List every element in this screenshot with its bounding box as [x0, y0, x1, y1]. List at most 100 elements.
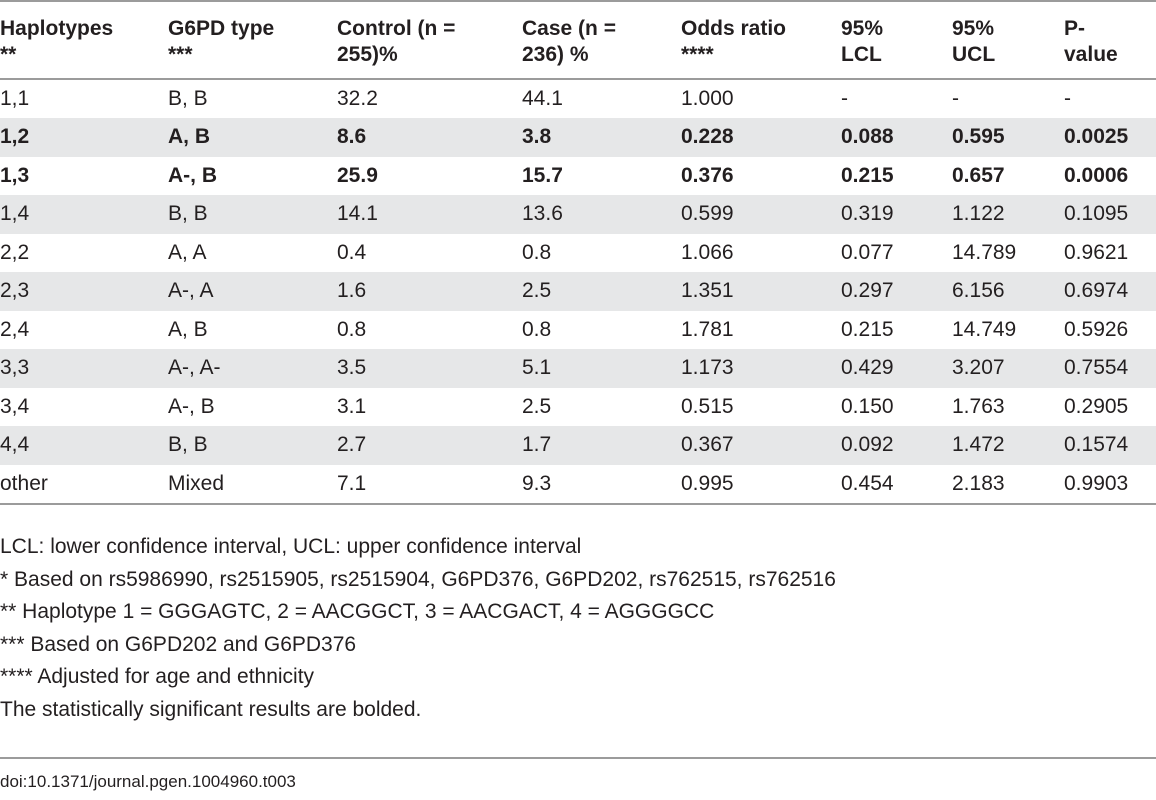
header-line: Odds ratio [681, 17, 787, 40]
cell-case-pct: 1.7 [522, 426, 681, 465]
cell-p-value: 0.2905 [1064, 394, 1129, 418]
header-control: Control (n = 255)% [337, 0, 522, 80]
cell-g6pd-type: A, B [168, 118, 337, 157]
cell-case-pct: 13.6 [522, 195, 681, 234]
table-row: 2,4 A, B 0.8 0.8 1.781 0.215 14.749 0.5926 [0, 311, 1156, 350]
table-row: 4,4 B, B 2.7 1.7 0.367 0.092 1.472 0.1574 [0, 426, 1156, 465]
header-line: value [1064, 43, 1118, 66]
cell-p-value: 0.1574 [1064, 426, 1156, 465]
cell-ucl: 1.763 [952, 394, 1005, 418]
header-line: 95% [952, 17, 995, 40]
cell-odds-ratio: 0.367 [681, 426, 841, 465]
cell-case-pct: 9.3 [522, 464, 681, 505]
cell-odds-ratio: 0.515 [681, 394, 734, 418]
cell-ucl: 0.657 [952, 163, 1005, 187]
cell-lcl: 0.150 [841, 394, 894, 418]
cell-lcl: 0.319 [841, 195, 952, 234]
footnote: **** Adjusted for age and ethnicity [0, 665, 315, 688]
footnote: LCL: lower confidence interval, UCL: upp… [0, 535, 582, 558]
doi-text: doi:10.1371/journal.pgen.1004960.t003 [0, 772, 296, 791]
cell-haplotype: 1,2 [0, 118, 168, 157]
cell-odds-ratio: 1.781 [681, 317, 734, 341]
header-haplotypes: Haplotypes ** [0, 0, 168, 80]
cell-odds-ratio: 0.228 [681, 118, 841, 157]
header-line: Case (n = [522, 17, 616, 40]
cell-g6pd-type: B, B [168, 87, 208, 110]
cell-case-pct: 0.8 [522, 240, 552, 264]
table-row: 2,3 A-, A 1.6 2.5 1.351 0.297 6.156 0.6974 [0, 272, 1156, 311]
footnote: *** Based on G6PD202 and G6PD376 [0, 632, 357, 656]
table-body: 1,1 B, B 32.2 44.1 1.000- - -1,2 A, B 8.6 3.8 0.22… [0, 79, 1156, 505]
cell-haplotype: 1,4 [0, 195, 168, 234]
header-lcl: 95% LCL [841, 0, 952, 80]
header-line: 236) % [522, 43, 589, 66]
cell-lcl: 0.092 [841, 426, 952, 465]
cell-ucl: 14.749 [952, 317, 1017, 341]
cell-p-value: 0.6974 [1064, 272, 1156, 311]
cell-g6pd-type: Mixed [168, 464, 337, 505]
header-line: 95% [841, 17, 884, 40]
cell-control-pct: 0.8 [337, 317, 367, 341]
cell-case-pct: 3.8 [522, 118, 681, 157]
cell-p-value: 0.9903 [1064, 464, 1156, 505]
cell-control-pct: 25.9 [337, 163, 378, 187]
cell-odds-ratio: 1.351 [681, 272, 841, 311]
cell-ucl: 2.183 [952, 464, 1064, 505]
header-p-value: P- value [1064, 0, 1156, 80]
cell-control-pct: 14.1 [337, 195, 522, 234]
table-row: 1,4 B, B 14.1 13.6 0.599 0.319 1.122 0.1095 [0, 195, 1156, 234]
cell-lcl: 0.215 [841, 163, 894, 187]
cell-g6pd-type: A-, A [168, 272, 337, 311]
cell-ucl: 14.789 [952, 240, 1017, 264]
header-line: ** [0, 43, 17, 66]
cell-odds-ratio: 1.066 [681, 240, 734, 264]
table-row: 2,2 A, A 0.4 0.8 1.066 0.077 14.789 0.9621 [0, 234, 1156, 273]
footer-divider [0, 757, 1156, 759]
cell-p-value: 0.0025 [1064, 118, 1156, 157]
header-line: P- [1064, 17, 1085, 40]
table-row: 3,4 A-, B 3.1 2.5 0.515 0.150 1.763 0.2905 [0, 388, 1156, 427]
cell-lcl: 0.454 [841, 464, 952, 505]
cell-p-value: 0.1095 [1064, 195, 1156, 234]
footnote: The statistically significant results ar… [0, 697, 422, 721]
haplotype-odds-table: Haplotypes ** G6PD type *** Control (n =… [0, 0, 1156, 505]
cell-control-pct: 32.2 [337, 87, 378, 110]
cell-haplotype: other [0, 464, 168, 505]
cell-case-pct: 2.5 [522, 272, 681, 311]
header-case: Case (n = 236) % [522, 0, 681, 80]
cell-g6pd-type: B, B [168, 195, 337, 234]
table-row: other Mixed 7.1 9.3 0.995 0.454 2.183 0.9903 [0, 464, 1156, 505]
cell-odds-ratio: 0.995 [681, 464, 841, 505]
table-footnotes: LCL: lower confidence interval, UCL: upp… [0, 531, 1156, 726]
cell-case-pct: 44.1 [522, 87, 563, 110]
header-g6pd-type: G6PD type *** [168, 0, 337, 80]
cell-ucl: - [952, 87, 959, 110]
header-line: *** [168, 43, 193, 66]
cell-ucl: 1.472 [952, 426, 1064, 465]
header-ucl: 95% UCL [952, 0, 1064, 80]
cell-p-value: - [1064, 87, 1071, 110]
table-row: 3,3 A-, A- 3.5 5.1 1.173 0.429 3.207 0.7554 [0, 349, 1156, 388]
cell-control-pct: 8.6 [337, 118, 522, 157]
cell-control-pct: 3.5 [337, 349, 522, 388]
cell-haplotype: 3,3 [0, 349, 168, 388]
cell-haplotype: 2,3 [0, 272, 168, 311]
footnote: * Based on rs5986990, rs2515905, rs25159… [0, 567, 836, 591]
header-line: LCL [841, 43, 882, 66]
table-row: 1,1 B, B 32.2 44.1 1.000 - - - [0, 79, 1156, 118]
table-header-row: Haplotypes ** G6PD type *** Control (n =… [0, 0, 1156, 80]
cell-control-pct: 2.7 [337, 426, 522, 465]
header-line: UCL [952, 43, 996, 66]
cell-g6pd-type: A, B [168, 317, 208, 341]
header-line: Haplotypes [0, 17, 114, 40]
header-line: G6PD type [168, 17, 275, 40]
cell-case-pct: 2.5 [522, 394, 552, 418]
table-row: 1,3 A-, B 25.9 15.7 0.376 0.215 0.657 0.0006 [0, 157, 1156, 196]
cell-haplotype: 3,4 [0, 394, 30, 418]
cell-control-pct: 7.1 [337, 464, 522, 505]
header-odds-ratio: Odds ratio **** [681, 0, 841, 80]
cell-haplotype: 2,4 [0, 317, 30, 341]
footnote: ** Haplotype 1 = GGGAGTC, 2 = AACGGCT, 3… [0, 600, 715, 623]
cell-ucl: 3.207 [952, 349, 1064, 388]
